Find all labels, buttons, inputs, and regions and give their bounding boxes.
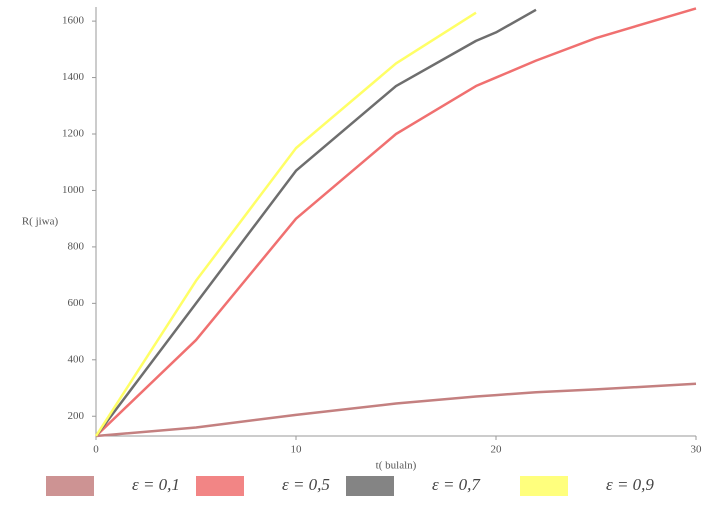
x-tick-label: 0 [93, 444, 99, 456]
legend-swatch [196, 476, 244, 496]
legend-label: ε = 0,1 [132, 475, 180, 494]
y-tick-label: 400 [68, 353, 85, 365]
series-line [96, 384, 696, 436]
y-tick-label: 1400 [62, 71, 85, 83]
series-line [96, 8, 696, 436]
y-tick-label: 1200 [62, 128, 85, 140]
legend-label: ε = 0,5 [282, 475, 330, 494]
x-tick-label: 10 [291, 444, 303, 456]
series-line [96, 13, 476, 436]
legend-swatch [520, 476, 568, 496]
chart: R( jiwa) t( bulaln) 20040060080010001200… [0, 0, 705, 520]
legend-label: ε = 0,9 [606, 475, 654, 494]
legend-label: ε = 0,7 [432, 475, 481, 494]
y-tick-label: 800 [68, 240, 85, 252]
y-tick-label: 600 [68, 297, 85, 309]
x-tick-label: 20 [491, 444, 503, 456]
y-tick-label: 1000 [62, 184, 85, 196]
x-axis-label: t( bulaln) [376, 460, 417, 472]
legend-swatch [346, 476, 394, 496]
y-tick-label: 1600 [62, 15, 85, 27]
legend-swatch [46, 476, 94, 496]
y-axis-label: R( jiwa) [22, 216, 59, 228]
y-tick-label: 200 [68, 410, 85, 422]
x-tick-label: 30 [691, 444, 703, 456]
